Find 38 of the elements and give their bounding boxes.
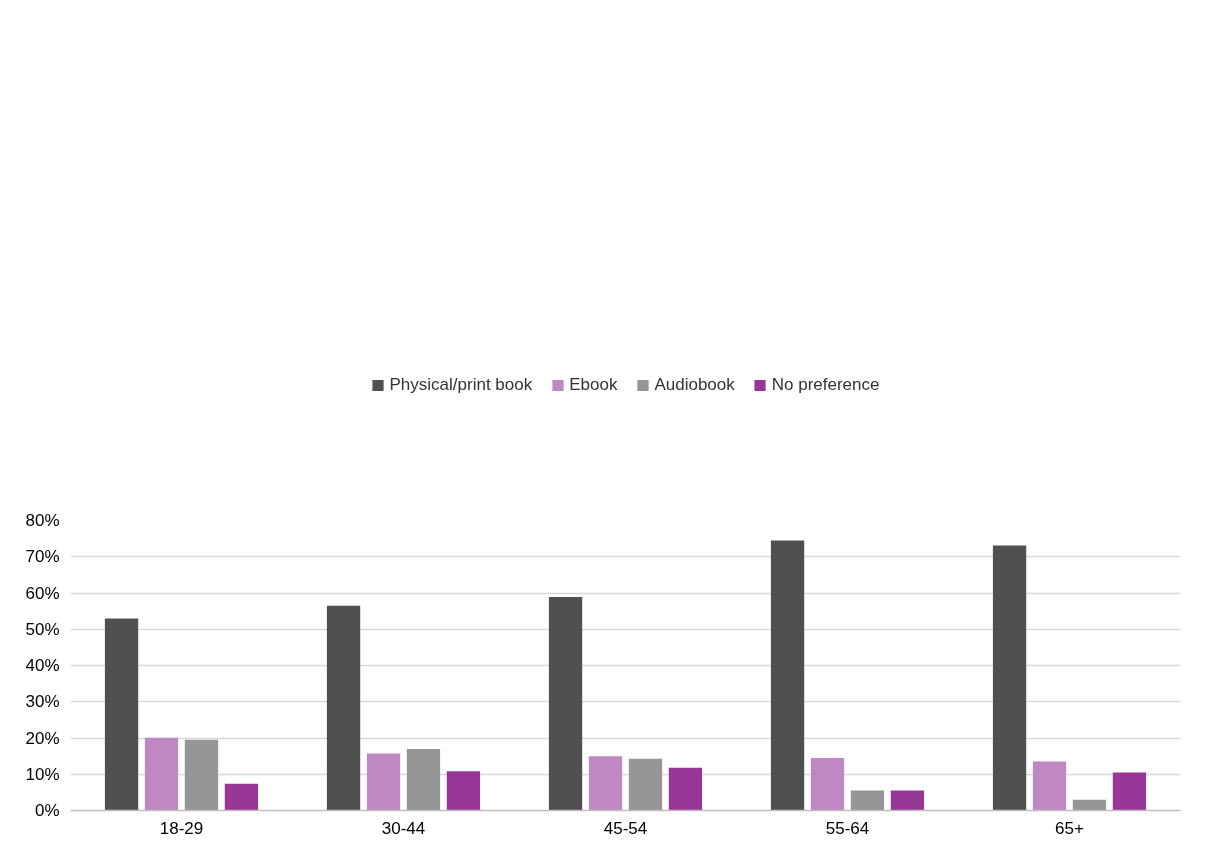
bar <box>1112 772 1147 811</box>
bar <box>326 605 361 811</box>
y-tick-label: 50% <box>25 619 60 639</box>
y-tick-label: 40% <box>25 656 60 675</box>
y-tick-label: 80% <box>25 511 60 530</box>
bar <box>628 758 663 811</box>
y-tick-label: 60% <box>25 583 60 603</box>
bar <box>668 767 703 811</box>
legend-label: Audiobook <box>654 375 735 395</box>
bar <box>810 757 845 811</box>
x-tick-label: 18-29 <box>159 818 204 838</box>
y-tick-label: 0% <box>34 801 60 820</box>
bar <box>224 783 259 811</box>
bar <box>1072 799 1107 811</box>
legend-label: No preference <box>771 375 880 395</box>
bar <box>366 753 401 811</box>
y-tick-label: 20% <box>25 728 60 748</box>
x-tick-label: 55-64 <box>825 818 870 838</box>
y-tick-label: 10% <box>25 764 60 784</box>
y-tick-label: 70% <box>25 547 60 567</box>
bar <box>1032 761 1067 811</box>
bar <box>588 756 623 811</box>
bar <box>406 748 441 811</box>
y-tick-label: 30% <box>25 692 60 712</box>
bar <box>548 596 583 811</box>
x-tick-label: 45-54 <box>603 818 648 838</box>
x-tick-label: 65+ <box>1055 818 1084 838</box>
legend-label: Ebook <box>569 375 618 395</box>
bar <box>992 545 1027 811</box>
bar <box>144 737 179 811</box>
bar <box>850 790 885 811</box>
bar <box>446 771 481 811</box>
x-tick-label: 30-44 <box>381 818 426 838</box>
legend-label: Physical/print book <box>389 375 533 395</box>
bar <box>770 540 805 811</box>
bar <box>184 739 219 811</box>
bar <box>104 618 139 811</box>
bar <box>890 790 925 811</box>
